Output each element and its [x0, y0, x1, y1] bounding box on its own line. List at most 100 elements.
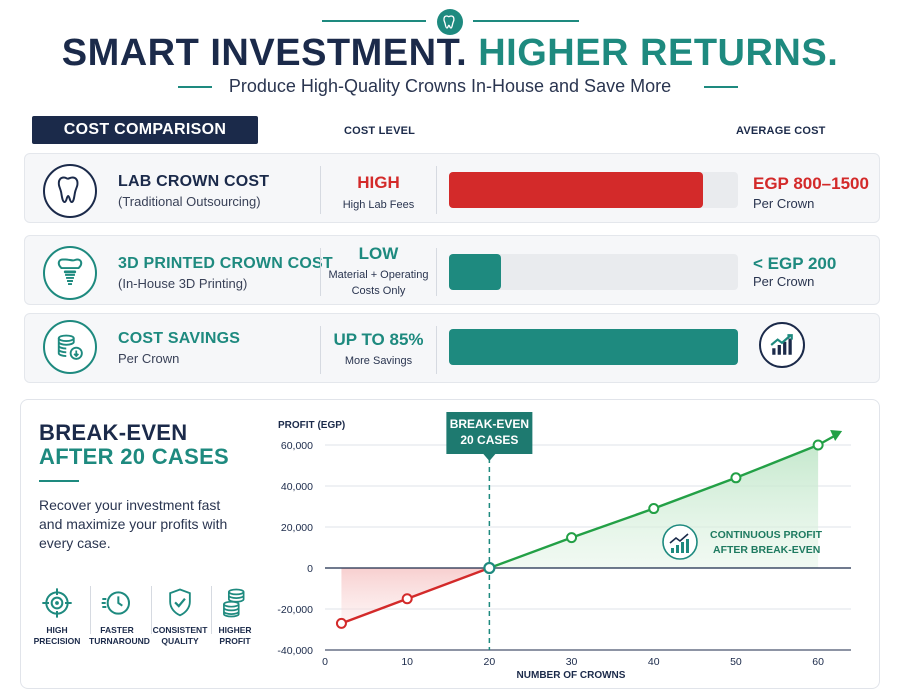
- feature-consistent-quality: CONSISTENT QUALITY: [152, 585, 208, 647]
- profit-point: [730, 472, 742, 484]
- chart-points: [335, 439, 824, 629]
- average-cost-header: AVERAGE COST: [736, 125, 826, 137]
- average-cost-value: < EGP 200: [753, 254, 837, 273]
- feature-higher-profit: HIGHER PROFIT: [207, 585, 263, 647]
- row-title: COST SAVINGS: [118, 330, 241, 347]
- row-subtitle: (In-House 3D Printing): [118, 276, 248, 291]
- feature-label: CONSISTENT QUALITY: [152, 625, 208, 646]
- cost-level-note: High Lab Fees: [342, 199, 415, 211]
- page-title: SMART INVESTMENT. HIGHER RETURNS.: [0, 32, 900, 75]
- cost-bar-track: [449, 172, 738, 208]
- subtitle-dash-right: [704, 86, 738, 88]
- cost-comparison-label: COST COMPARISON: [32, 116, 258, 144]
- break-even-callout: BREAK-EVEN 20 CASES: [446, 412, 533, 461]
- cost-savings-row: COST SAVINGS Per Crown UP TO 85% More Sa…: [24, 313, 880, 383]
- feature-label: HIGHER PROFIT: [218, 625, 252, 646]
- lab-crown-cost-row: LAB CROWN COST (Traditional Outsourcing)…: [24, 153, 880, 223]
- growth-chart-icon-bar: [671, 548, 674, 553]
- subtitle-row: Produce High-Quality Crowns In-House and…: [0, 76, 900, 98]
- divider: [320, 166, 321, 214]
- crosshair-icon: [29, 585, 85, 621]
- divider: [436, 248, 437, 296]
- x-axis-title: NUMBER OF CROWNS: [517, 670, 626, 681]
- growth-chart-icon-bar: [681, 542, 684, 553]
- y-tick-label: 0: [307, 563, 313, 575]
- cost-bar-fill: [449, 254, 502, 290]
- growth-chart-icon-bar: [686, 539, 689, 553]
- title-part-1: SMART INVESTMENT.: [61, 32, 468, 74]
- feature-high-precision: HIGH PRECISION: [29, 585, 85, 647]
- cost-level-header: COST LEVEL: [344, 125, 416, 137]
- profit-point: [566, 532, 578, 544]
- row-subtitle: Per Crown: [118, 351, 180, 366]
- title-part-2: HIGHER RETURNS.: [478, 32, 839, 74]
- growth-chart-icon: [759, 322, 805, 368]
- title-underline: [39, 480, 79, 482]
- header-line-left: [322, 20, 426, 22]
- coin-stack-icon: [207, 585, 263, 621]
- y-tick-label: -20,000: [277, 604, 313, 616]
- average-cost-value: EGP 800–1500: [753, 174, 869, 193]
- cost-bar-fill: [449, 172, 704, 208]
- x-tick-label: 30: [566, 656, 578, 668]
- x-tick-label: 40: [648, 656, 660, 668]
- loss-point: [401, 593, 413, 605]
- row-title: LAB CROWN COST: [118, 173, 270, 190]
- cost-bar-track: [449, 329, 738, 365]
- divider: [211, 586, 212, 634]
- divider: [436, 326, 437, 374]
- feature-label: FASTER TURNAROUND: [89, 625, 150, 646]
- growth-chart-icon-trend: [669, 533, 689, 544]
- cost-level-value: HIGH: [357, 173, 400, 192]
- cost-bar-fill: [449, 329, 738, 365]
- cost-level-value: LOW: [358, 244, 399, 263]
- break-even-description: Recover your investment fast and maximiz…: [39, 497, 228, 551]
- feature-label: HIGH PRECISION: [33, 625, 81, 646]
- y-tick-label: 20,000: [281, 522, 313, 534]
- y-tick-label: 40,000: [281, 481, 313, 493]
- break-even-callout-line1: BREAK-EVEN: [450, 417, 529, 431]
- profit-area: [489, 445, 819, 568]
- profit-arrow-head: [830, 430, 843, 441]
- divider: [320, 248, 321, 296]
- profit-point: [648, 503, 660, 515]
- divider: [320, 326, 321, 374]
- header-decoration: [0, 9, 900, 35]
- x-tick-label: 10: [401, 656, 413, 668]
- dental-implant-icon: [43, 246, 97, 300]
- coin-stack-icon: [43, 320, 97, 374]
- page-subtitle: Produce High-Quality Crowns In-House and…: [228, 76, 672, 96]
- tooth-icon: [43, 164, 97, 218]
- chart-axes: [325, 458, 851, 651]
- row-subtitle: (Traditional Outsourcing): [118, 194, 261, 209]
- y-axis-title: PROFIT (EGP): [278, 420, 345, 431]
- cost-bar-track: [449, 254, 738, 290]
- average-cost-unit: Per Crown: [753, 274, 815, 289]
- profit-point: [812, 439, 824, 451]
- loss-point: [335, 617, 347, 629]
- printed-crown-cost-row: 3D PRINTED CROWN COST (In-House 3D Print…: [24, 235, 880, 305]
- profit-annotation-line2: AFTER BREAK-EVEN: [713, 544, 820, 556]
- cost-level-note: More Savings: [344, 355, 413, 367]
- continuous-profit-annotation: CONTINUOUS PROFIT AFTER BREAK-EVEN: [662, 524, 823, 560]
- y-tick-label: 60,000: [281, 440, 313, 452]
- x-tick-label: 20: [484, 656, 496, 668]
- feature-faster-turnaround: FASTER TURNAROUND: [89, 585, 150, 647]
- x-tick-label: 0: [322, 656, 328, 668]
- average-cost-unit: Per Crown: [753, 196, 815, 211]
- header-line-right: [473, 20, 579, 22]
- growth-chart-icon-bar: [676, 545, 679, 553]
- row-title: 3D PRINTED CROWN COST: [118, 255, 333, 272]
- break-even-subtitle: AFTER 20 CASES: [39, 444, 230, 469]
- x-tick-label: 50: [730, 656, 742, 668]
- cost-level-value: UP TO 85%: [333, 330, 424, 349]
- break-even-title: BREAK-EVEN: [39, 420, 188, 445]
- y-tick-label: -40,000: [277, 645, 313, 657]
- cost-level-note: Material + Operating Costs Only: [328, 269, 429, 297]
- fast-clock-icon: [89, 585, 145, 621]
- x-tick-label: 60: [812, 656, 824, 668]
- profit-annotation-line1: CONTINUOUS PROFIT: [710, 529, 823, 541]
- chart-labels: 60,000 40,000 20,000 0 -20,000 -40,000 0 10 20 30…: [277, 440, 824, 668]
- divider: [90, 586, 91, 634]
